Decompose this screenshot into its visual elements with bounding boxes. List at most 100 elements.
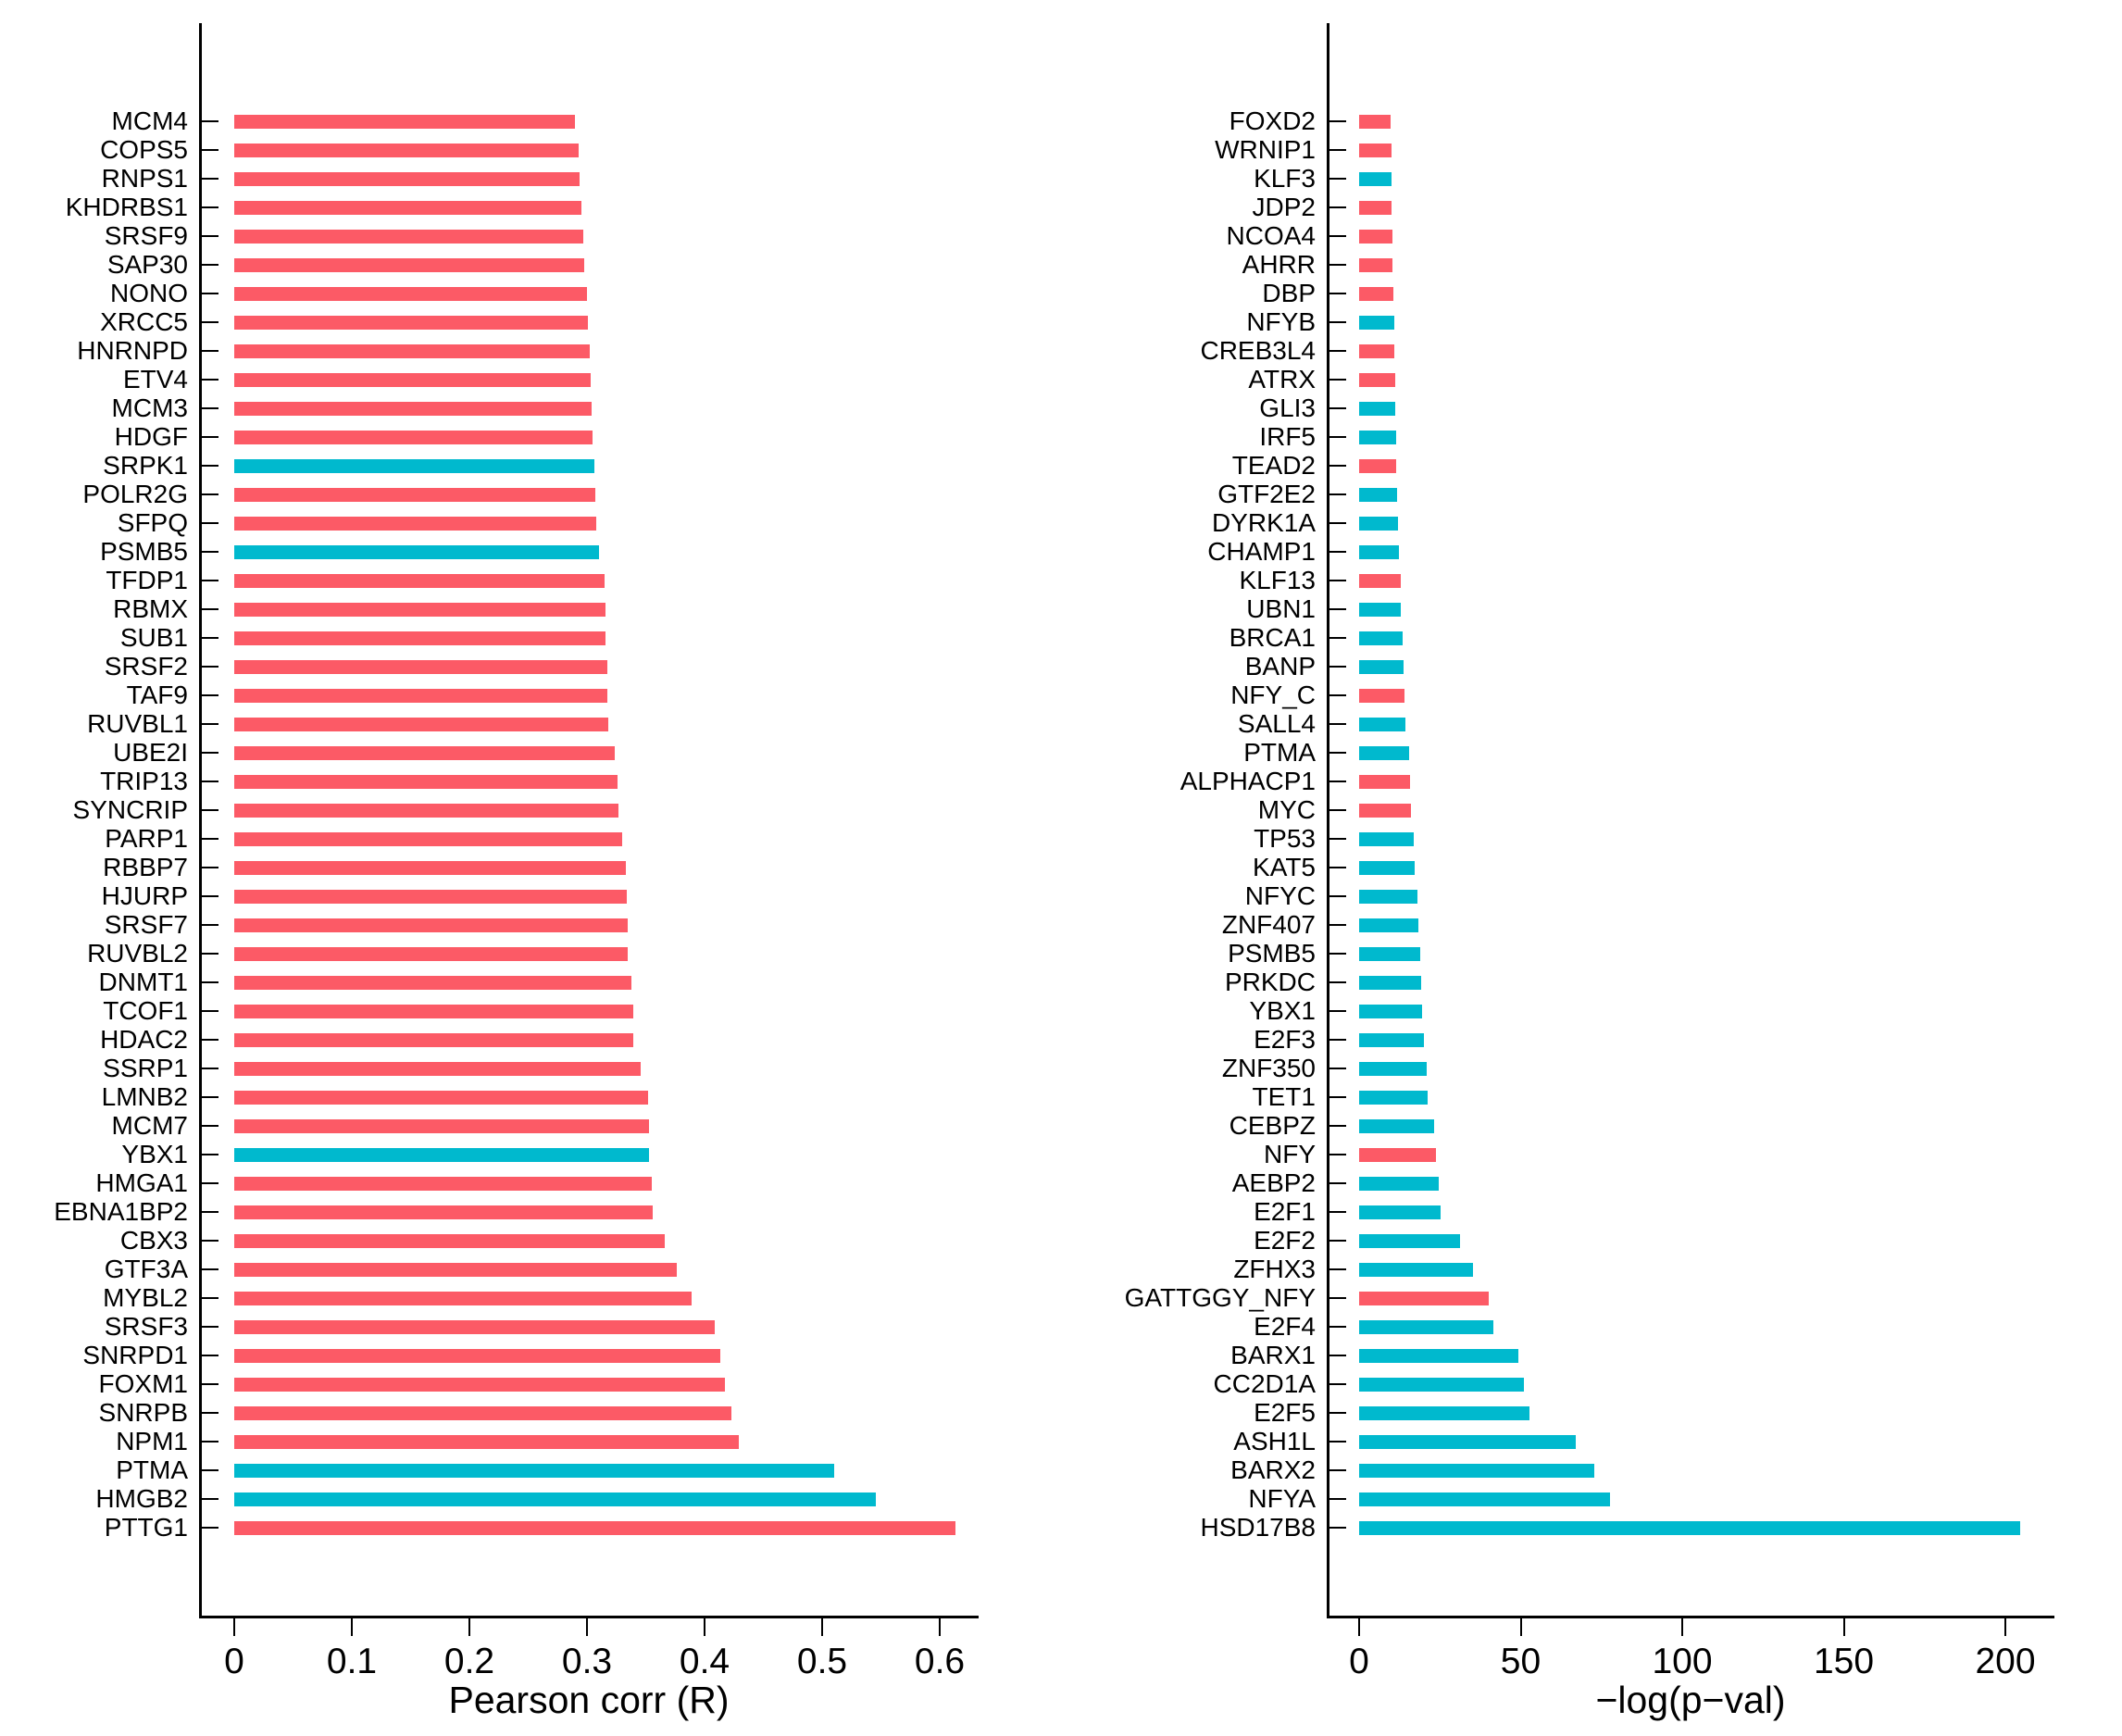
y-tick-label: TCOF1 xyxy=(103,996,188,1025)
y-tick-label: AEBP2 xyxy=(1231,1168,1316,1197)
y-tick xyxy=(202,1125,218,1127)
y-tick-label: SNRPB xyxy=(98,1398,188,1427)
y-tick xyxy=(202,1211,218,1213)
y-tick-label: UBN1 xyxy=(1246,594,1316,623)
x-tick-label: 0.6 xyxy=(914,1642,966,1681)
y-tick xyxy=(202,608,218,610)
bar xyxy=(234,373,591,387)
bar xyxy=(1359,258,1392,272)
y-tick-label: NFY xyxy=(1264,1140,1316,1168)
y-tick xyxy=(1329,809,1346,811)
x-tick xyxy=(1842,1618,1845,1636)
bar xyxy=(234,1177,652,1191)
y-tick xyxy=(1329,1154,1346,1155)
y-tick-label: JDP2 xyxy=(1252,193,1316,221)
bar xyxy=(1359,1062,1427,1076)
bar xyxy=(234,746,615,760)
y-tick-label: DBP xyxy=(1262,279,1316,307)
y-tick-label: SRSF3 xyxy=(104,1312,188,1341)
y-tick-label: RNPS1 xyxy=(101,164,188,193)
y-tick-label: MCM3 xyxy=(111,393,188,422)
bar xyxy=(234,947,628,961)
y-tick-label: SFPQ xyxy=(117,508,188,537)
y-tick-label: EBNA1BP2 xyxy=(54,1197,188,1226)
y-tick-label: RUVBL2 xyxy=(87,939,188,968)
y-tick-label: SRSF7 xyxy=(104,910,188,939)
y-tick-label: TP53 xyxy=(1254,824,1316,853)
y-tick-label: ETV4 xyxy=(122,365,188,393)
y-tick-label: HDAC2 xyxy=(100,1025,188,1054)
y-tick xyxy=(1329,235,1346,237)
y-tick-label: YBX1 xyxy=(1249,996,1316,1025)
y-tick xyxy=(202,493,218,495)
bar xyxy=(234,431,593,444)
bar xyxy=(234,1148,649,1162)
y-tick-label: KAT5 xyxy=(1253,853,1316,881)
bar xyxy=(1359,1378,1524,1392)
bar xyxy=(1359,603,1401,617)
y-tick xyxy=(1329,1527,1346,1529)
x-tick xyxy=(468,1618,470,1636)
y-tick xyxy=(1329,436,1346,438)
y-tick xyxy=(1329,953,1346,955)
y-tick-label: E2F5 xyxy=(1254,1398,1316,1427)
y-tick-label: NPM1 xyxy=(116,1427,188,1455)
y-tick-label: ALPHACP1 xyxy=(1180,767,1316,795)
y-tick-label: CHAMP1 xyxy=(1207,537,1316,566)
bar xyxy=(1359,718,1405,731)
y-tick-label: FOXD2 xyxy=(1229,106,1316,135)
bar xyxy=(1359,1492,1610,1506)
y-tick-label: E2F2 xyxy=(1254,1226,1316,1255)
x-tick-label: 0.2 xyxy=(443,1642,495,1681)
y-tick-label: NFYA xyxy=(1248,1484,1316,1513)
y-tick-label: MYC xyxy=(1257,795,1316,824)
y-tick-label: PTMA xyxy=(1243,738,1316,767)
y-tick xyxy=(202,465,218,467)
bar xyxy=(234,1005,633,1018)
y-tick xyxy=(1329,149,1346,151)
y-tick-label: CREB3L4 xyxy=(1200,336,1316,365)
bar xyxy=(1359,1005,1422,1018)
y-tick xyxy=(1329,264,1346,266)
bar xyxy=(234,344,590,358)
bar xyxy=(1359,804,1411,818)
bar xyxy=(1359,1234,1460,1248)
y-tick xyxy=(202,1469,218,1471)
y-tick-label: UBE2I xyxy=(113,738,188,767)
y-axis-line xyxy=(1327,23,1329,1616)
x-tick xyxy=(2004,1618,2006,1636)
bar xyxy=(1359,517,1398,531)
y-tick xyxy=(202,1412,218,1414)
y-tick-label: WRNIP1 xyxy=(1215,135,1316,164)
y-axis-line xyxy=(199,23,202,1616)
x-tick-label: 50 xyxy=(1500,1642,1542,1681)
bar xyxy=(1359,545,1399,559)
bar xyxy=(234,1378,725,1392)
y-tick xyxy=(1329,1182,1346,1184)
y-tick xyxy=(1329,1240,1346,1242)
bar xyxy=(234,1492,876,1506)
bar xyxy=(1359,689,1404,703)
bar xyxy=(1359,1320,1493,1334)
bar xyxy=(1359,775,1410,789)
y-tick-label: KLF13 xyxy=(1239,566,1317,594)
y-tick xyxy=(202,321,218,323)
y-tick xyxy=(202,206,218,208)
y-tick xyxy=(202,666,218,668)
bar xyxy=(234,1263,677,1277)
y-tick-label: PSMB5 xyxy=(1228,939,1316,968)
y-tick-label: SUB1 xyxy=(119,623,188,652)
bar xyxy=(234,1435,739,1449)
bar xyxy=(234,230,583,244)
y-tick-label: YBX1 xyxy=(121,1140,188,1168)
y-tick-label: RBMX xyxy=(113,594,188,623)
y-tick xyxy=(1329,1096,1346,1098)
y-tick xyxy=(1329,1498,1346,1500)
bar xyxy=(1359,1406,1529,1420)
y-tick xyxy=(202,981,218,983)
y-tick-label: TAF9 xyxy=(126,681,188,709)
y-tick xyxy=(1329,120,1346,122)
y-tick-label: CBX3 xyxy=(119,1226,188,1255)
bar xyxy=(234,545,599,559)
bar xyxy=(234,1091,648,1105)
